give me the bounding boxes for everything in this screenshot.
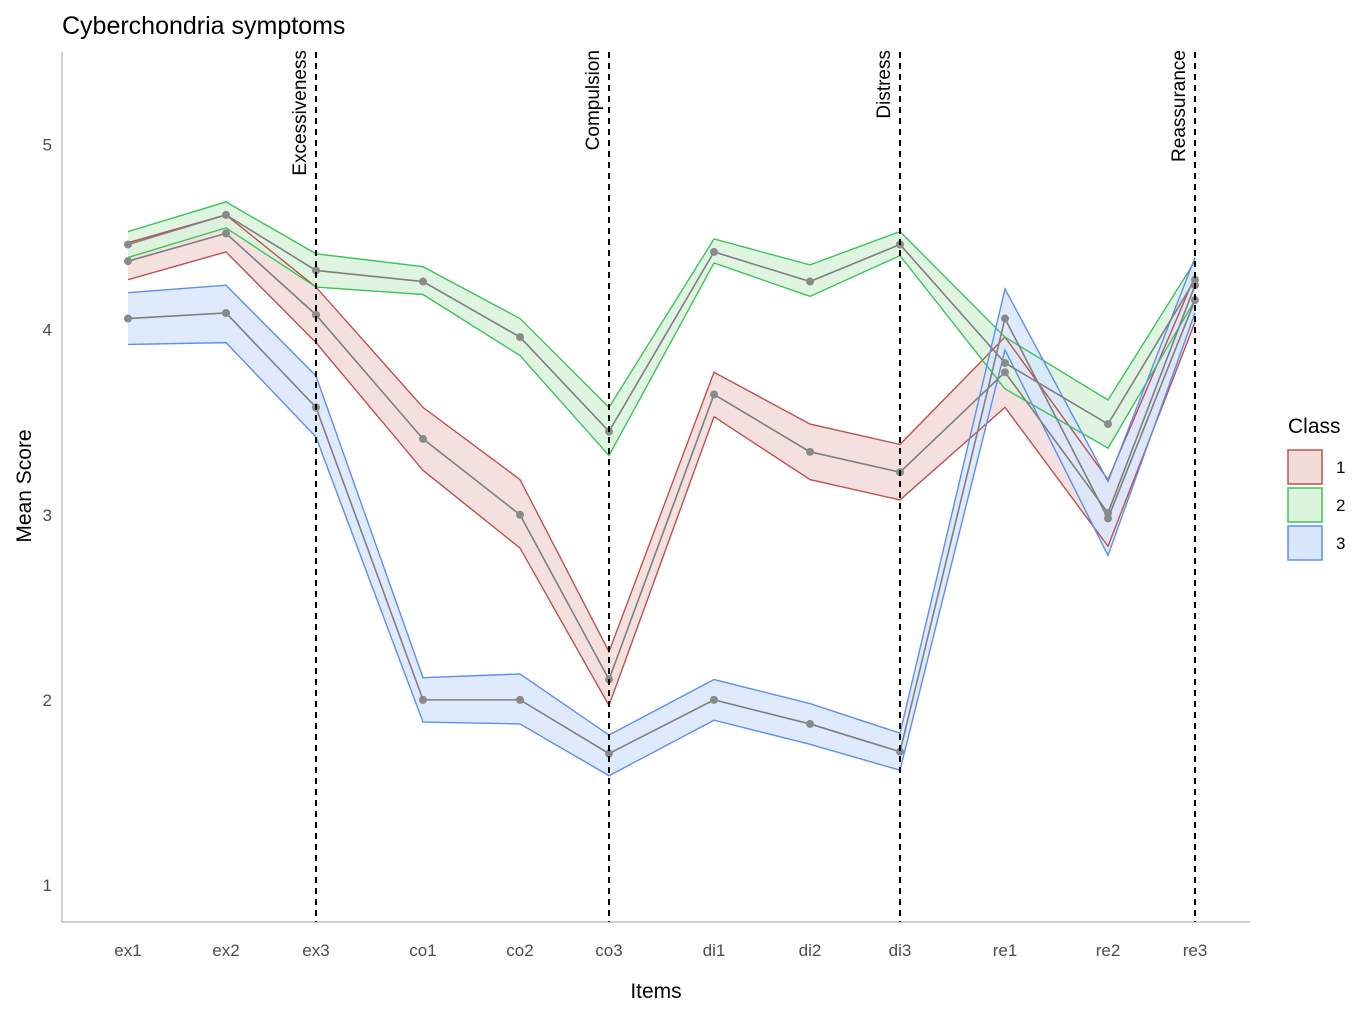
y-axis-title: Mean Score — [13, 429, 36, 542]
ci-band-class-2 — [128, 201, 1195, 456]
data-point-class-1 — [1001, 368, 1009, 377]
x-tick-label: re3 — [1183, 941, 1208, 960]
ci-lower-edge-class-3 — [127, 312, 1196, 777]
legend: Class 1 2 3 — [1287, 415, 1345, 561]
data-point-class-2 — [124, 240, 132, 249]
y-tick-label: 2 — [43, 691, 52, 710]
data-point-class-2 — [312, 266, 320, 275]
data-point-class-1 — [1104, 508, 1112, 517]
data-point-class-3 — [222, 309, 230, 317]
x-tick-label: ex3 — [302, 941, 329, 960]
ci-upper-edge-class-2 — [127, 201, 1196, 409]
legend-label-class-3: 3 — [1336, 534, 1345, 553]
data-point-class-3 — [419, 695, 427, 704]
chart-title: Cyberchondria symptoms — [62, 12, 345, 40]
section-label: Distress — [874, 50, 895, 119]
data-point-class-2 — [1001, 358, 1009, 367]
data-point-class-2 — [222, 210, 230, 219]
y-tick-label: 4 — [43, 321, 52, 340]
legend-key-class-3 — [1287, 525, 1323, 561]
plot-area: 1 2 3 4 5 ex1 ex2 ex3 co1 co2 co3 di1 di2 di3 re1 re2 re… — [43, 50, 1250, 960]
data-point-class-1 — [124, 257, 132, 266]
mean-line-class-3 — [127, 299, 1196, 755]
legend-title: Class — [1288, 415, 1341, 438]
ci-band-class-1 — [128, 214, 1195, 706]
data-point-class-3 — [806, 719, 814, 728]
x-tick-label: re1 — [993, 941, 1018, 960]
legend-label-class-2: 2 — [1336, 496, 1345, 515]
data-point-class-3 — [124, 314, 132, 323]
ci-lower-edge-class-1 — [127, 251, 1196, 708]
section-label: Compulsion — [583, 50, 604, 150]
x-tick-label: ex1 — [114, 941, 141, 960]
x-tick-label: ex2 — [212, 941, 239, 960]
section-label: Reassurance — [1169, 50, 1190, 162]
x-tick-label: di2 — [799, 941, 822, 960]
data-point-class-1 — [806, 447, 814, 456]
data-point-class-1 — [516, 510, 524, 519]
data-point-class-3 — [710, 695, 718, 704]
x-tick-label: di3 — [889, 941, 912, 960]
ci-upper-edge-class-1 — [127, 214, 1196, 654]
data-point-class-2 — [516, 333, 524, 342]
data-point-class-1 — [710, 390, 718, 399]
data-point-class-2 — [1104, 420, 1112, 429]
ci-upper-edge-class-3 — [127, 257, 1196, 736]
data-point-class-2 — [710, 247, 718, 256]
data-point-class-3 — [605, 749, 613, 758]
data-point-class-3 — [1001, 314, 1009, 323]
data-point-class-2 — [419, 277, 427, 286]
y-tick-label: 1 — [43, 876, 52, 895]
ci-lower-edge-class-2 — [127, 227, 1196, 457]
data-point-class-1 — [312, 310, 320, 319]
data-point-class-2 — [1191, 275, 1199, 284]
legend-key-class-1 — [1287, 449, 1323, 485]
x-tick-label: di1 — [703, 941, 726, 960]
data-point-class-1 — [222, 229, 230, 238]
data-point-class-3 — [896, 747, 904, 756]
x-tick-label: co3 — [595, 941, 622, 960]
data-point-class-3 — [516, 695, 524, 704]
legend-label-class-1: 1 — [1336, 458, 1345, 477]
y-tick-label: 5 — [43, 136, 52, 155]
data-point-class-3 — [1191, 296, 1199, 305]
mean-line-class-1 — [127, 232, 1196, 682]
x-tick-label: co2 — [506, 941, 533, 960]
x-tick-label: re2 — [1096, 941, 1121, 960]
x-axis-title: Items — [630, 980, 681, 1003]
data-point-class-3 — [1104, 514, 1112, 523]
data-point-class-2 — [806, 277, 814, 286]
data-point-class-1 — [419, 434, 427, 443]
y-tick-label: 3 — [43, 506, 52, 525]
mean-line-class-2 — [127, 214, 1196, 433]
section-label: Excessiveness — [290, 50, 311, 176]
legend-key-class-2 — [1287, 487, 1323, 523]
x-tick-label: co1 — [409, 941, 436, 960]
